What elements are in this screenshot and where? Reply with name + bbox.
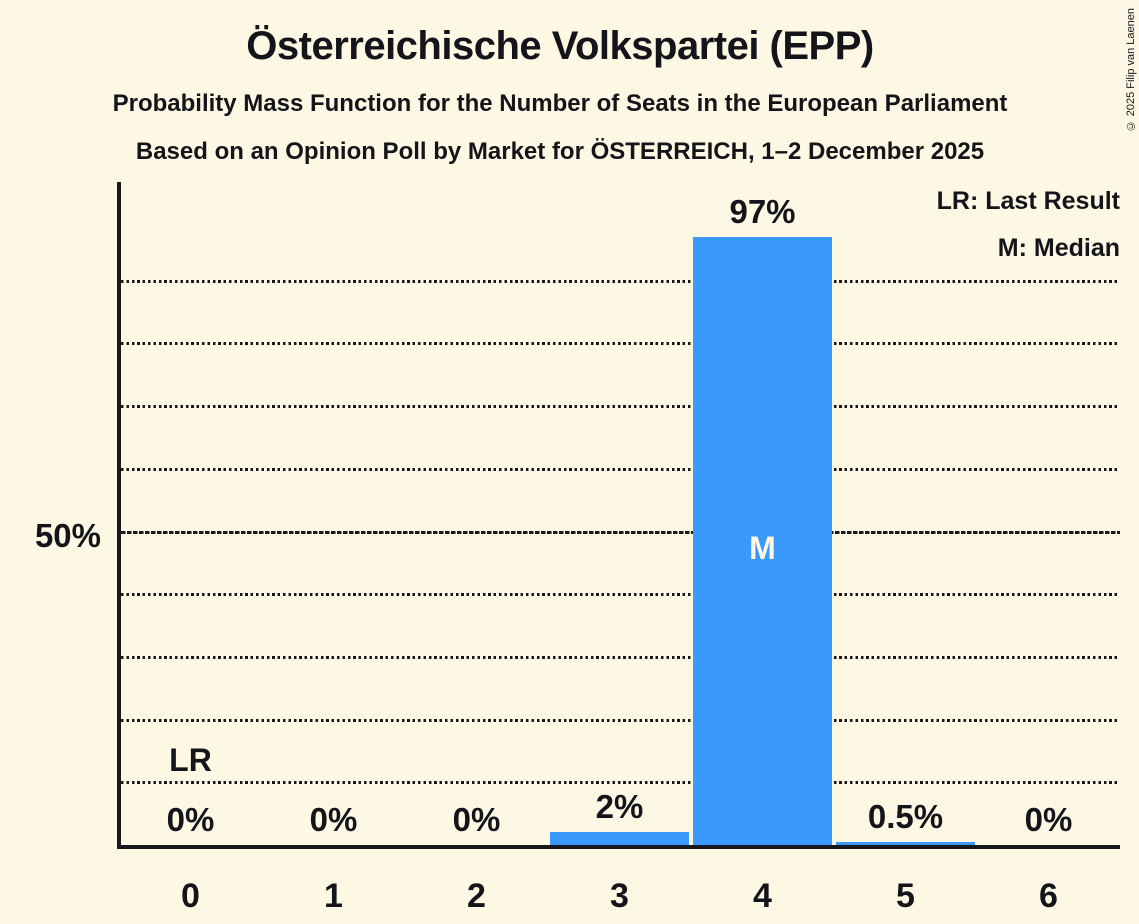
bar-seats-5 bbox=[836, 841, 975, 845]
legend: LR: Last Result M: Median bbox=[937, 184, 1120, 278]
last-result-label: LR bbox=[169, 742, 212, 778]
bar-value-label-2: 0% bbox=[452, 801, 501, 838]
gridline-70pct bbox=[121, 405, 1120, 409]
y-axis-line bbox=[117, 182, 121, 849]
bar-seats-3 bbox=[550, 832, 689, 845]
x-axis-label-3: 3 bbox=[610, 877, 629, 915]
gridline-30pct bbox=[121, 655, 1120, 659]
chart-subtitle-2: Based on an Opinion Poll by Market for Ö… bbox=[135, 138, 985, 165]
gridline-60pct bbox=[121, 467, 1120, 471]
bar-seats-4 bbox=[693, 236, 832, 845]
x-axis-label-4: 4 bbox=[753, 877, 772, 915]
x-axis-label-2: 2 bbox=[467, 877, 486, 915]
gridline-40pct bbox=[121, 593, 1120, 597]
median-label: M bbox=[749, 530, 776, 566]
bar-value-label-3: 2% bbox=[595, 788, 644, 826]
y-axis-50-label: 50% bbox=[34, 517, 101, 554]
x-axis-label-1: 1 bbox=[324, 877, 343, 915]
x-axis-label-0: 0 bbox=[181, 877, 200, 915]
bar-value-label-1: 0% bbox=[309, 801, 358, 838]
bar-value-label-4: 97% bbox=[729, 192, 796, 230]
gridline-20pct bbox=[121, 718, 1120, 722]
legend-median: M: Median bbox=[997, 234, 1120, 262]
bar-value-label-6: 0% bbox=[1024, 801, 1073, 838]
bar-value-label-0: 0% bbox=[166, 801, 215, 838]
gridline-80pct bbox=[121, 342, 1120, 346]
legend-last-result: LR: Last Result bbox=[936, 187, 1120, 215]
chart-title: Österreichische Volkspartei (EPP) bbox=[246, 24, 874, 68]
x-axis-label-5: 5 bbox=[896, 877, 915, 915]
gridline-50pct bbox=[121, 530, 1120, 534]
bar-value-label-5: 0.5% bbox=[867, 797, 944, 835]
gridline-90pct bbox=[121, 279, 1120, 283]
chart-subtitle-1: Probability Mass Function for the Number… bbox=[112, 90, 1008, 117]
gridline-10pct bbox=[121, 781, 1120, 785]
x-axis-label-6: 6 bbox=[1039, 877, 1058, 915]
x-axis-line bbox=[117, 845, 1120, 849]
